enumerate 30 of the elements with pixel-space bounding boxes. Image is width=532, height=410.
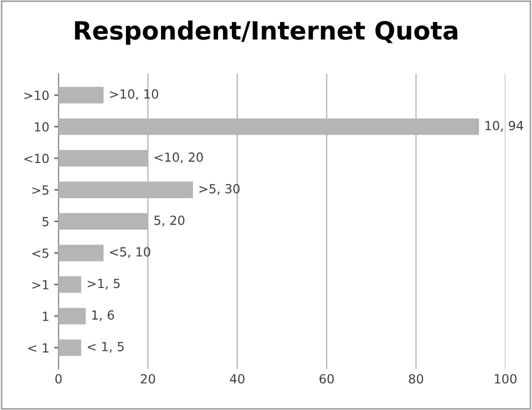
y-tick-label: <5 [32,248,48,258]
y-tick-label: 10 [34,122,49,132]
y-tick-label: >10 [24,90,49,100]
data-label: < 1, 5 [88,342,124,353]
bar [58,244,104,262]
data-label: 10, 94 [486,120,524,132]
y-tick-label: 5 [42,217,48,226]
y-tick-label: <10 [24,154,49,164]
data-label: 1, 6 [92,310,114,322]
y-tick-label: < 1 [28,343,48,352]
data-label: 5, 20 [154,216,184,226]
bar [58,308,86,324]
data-label: >1, 5 [88,278,120,290]
x-tick-label: 40 [230,374,244,384]
bar [58,339,82,356]
data-label: >10, 10 [110,89,158,100]
y-tick-label: >1 [32,280,48,290]
x-tick-label: 80 [408,374,424,384]
x-tick-label: 20 [140,374,156,384]
x-tick-label: 60 [320,374,334,384]
bar [58,86,104,104]
x-tick-label: 0 [55,374,62,384]
data-label: <5, 10 [110,247,150,258]
y-tick-label: 1 [42,312,48,321]
bar [58,276,82,293]
y-tick-label: >5 [32,185,48,195]
chart-title: Respondent/Internet Quota [75,20,458,45]
x-tick-label: 100 [494,374,516,384]
data-label: >5, 30 [199,184,240,195]
data-label: <10, 20 [154,152,203,164]
